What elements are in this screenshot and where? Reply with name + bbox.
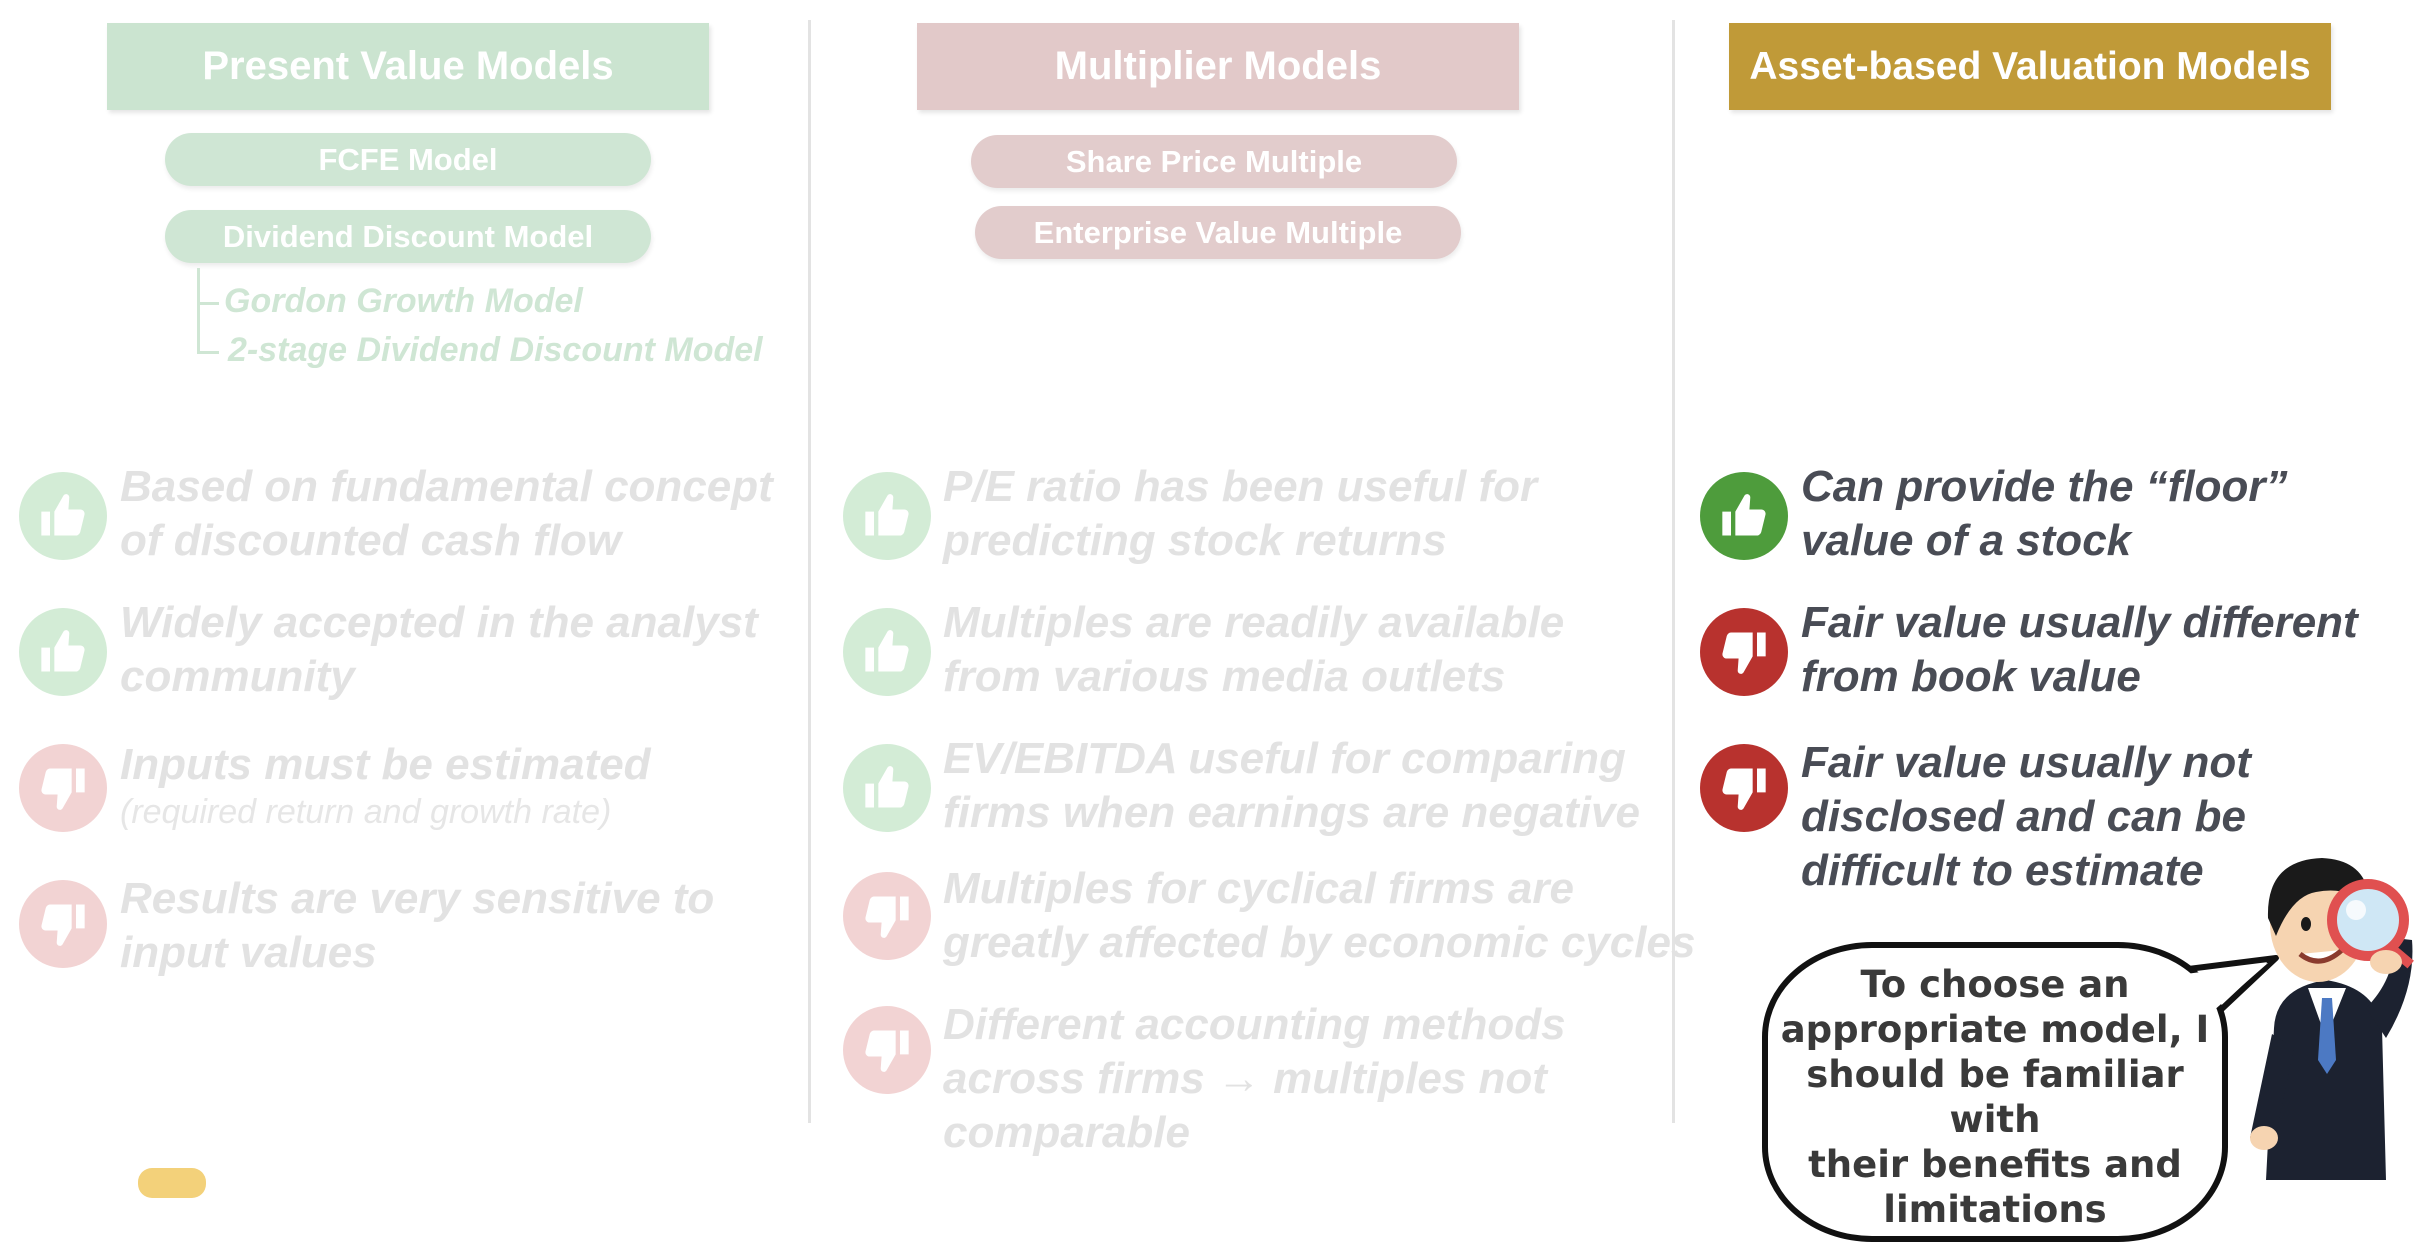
thumbs-down-icon <box>1700 608 1788 696</box>
asset-point-1-line-1: Can provide the “floor” <box>1801 462 2288 511</box>
mult-point-1-line-2: predicting stock returns <box>943 516 1447 565</box>
asset-point-2-line-2: from book value <box>1801 652 2141 701</box>
fcfe-model-pill[interactable]: FCFE Model <box>165 133 651 186</box>
speech-line-4: their benefits and <box>1808 1143 2182 1186</box>
thumbs-up-icon <box>843 608 931 696</box>
mult-point-3-line-2: firms when earnings are negative <box>943 788 1640 837</box>
asset-point-2-line-1: Fair value usually different <box>1801 598 2358 647</box>
speech-line-5: limitations <box>1883 1188 2107 1231</box>
mult-point-2-line-2: from various media outlets <box>943 652 1506 701</box>
pv-point-4: Results are very sensitive to input valu… <box>120 872 714 980</box>
mult-point-4-line-2: greatly affected by economic cycles <box>943 918 1696 967</box>
speech-bubble-text: To choose an appropriate model, I should… <box>1762 962 2228 1232</box>
mult-point-4: Multiples for cyclical firms are greatly… <box>943 862 1695 970</box>
pv-point-3: Inputs must be estimated (required retur… <box>120 738 651 832</box>
thumbs-down-icon <box>19 744 107 832</box>
mult-point-4-line-1: Multiples for cyclical firms are <box>943 864 1574 913</box>
asset-point-1: Can provide the “floor” value of a stock <box>1801 460 2287 568</box>
pv-point-3-note: (required return and growth rate) <box>120 793 612 831</box>
column-divider-right <box>1672 20 1675 1123</box>
mult-point-1-line-1: P/E ratio has been useful for <box>943 462 1538 511</box>
speech-line-3: should be familiar with <box>1806 1053 2184 1141</box>
present-value-models-header: Present Value Models <box>107 23 709 110</box>
mult-point-1: P/E ratio has been useful for predicting… <box>943 460 1537 568</box>
thumbs-down-icon <box>1700 744 1788 832</box>
pv-point-2: Widely accepted in the analyst community <box>120 596 758 704</box>
pv-point-4-line-2: input values <box>120 928 377 977</box>
tree-connector-vertical <box>197 268 200 354</box>
pv-point-2-line-1: Widely accepted in the analyst <box>120 598 758 647</box>
pv-point-3-line-1: Inputs must be estimated <box>120 740 651 789</box>
tree-connector-branch-1 <box>197 302 219 305</box>
mult-point-5: Different accounting methods across firm… <box>943 998 1566 1160</box>
mult-point-2: Multiples are readily available from var… <box>943 596 1564 704</box>
mult-point-3: EV/EBITDA useful for comparing firms whe… <box>943 732 1640 840</box>
thumbs-up-icon <box>843 744 931 832</box>
thumbs-up-icon <box>19 472 107 560</box>
asset-point-3-line-3: difficult to estimate <box>1801 846 2204 895</box>
businessman-magnifier-icon <box>2250 858 2414 1180</box>
asset-point-2: Fair value usually different from book v… <box>1801 596 2358 704</box>
share-price-multiple-pill[interactable]: Share Price Multiple <box>971 135 1457 188</box>
column-divider-left <box>808 20 811 1123</box>
pv-point-2-line-2: community <box>120 652 355 701</box>
pv-point-4-line-1: Results are very sensitive to <box>120 874 715 923</box>
thumbs-up-icon <box>843 472 931 560</box>
asset-point-3: Fair value usually not disclosed and can… <box>1801 736 2251 898</box>
enterprise-value-multiple-pill[interactable]: Enterprise Value Multiple <box>975 206 1461 259</box>
asset-point-1-line-2: value of a stock <box>1801 516 2132 565</box>
mult-point-2-line-1: Multiples are readily available <box>943 598 1565 647</box>
asset-point-3-line-2: disclosed and can be <box>1801 792 2247 841</box>
pv-point-1-line-2: of discounted cash flow <box>120 516 622 565</box>
thumbs-up-icon <box>19 608 107 696</box>
speech-bubble-tail-cover <box>2186 963 2268 1012</box>
tree-connector-branch-2 <box>197 351 219 354</box>
asset-based-models-header: Asset-based Valuation Models <box>1729 23 2331 110</box>
speech-line-2: appropriate model, I <box>1780 1008 2210 1051</box>
multiplier-models-header: Multiplier Models <box>917 23 1519 110</box>
thumbs-down-icon <box>19 880 107 968</box>
pv-point-1: Based on fundamental concept of discount… <box>120 460 773 568</box>
pv-point-1-line-1: Based on fundamental concept <box>120 462 773 511</box>
gordon-growth-model-label: Gordon Growth Model <box>224 282 583 320</box>
thumbs-down-icon <box>843 872 931 960</box>
mult-point-5-line-3: comparable <box>943 1108 1190 1157</box>
mult-point-3-line-1: EV/EBITDA useful for comparing <box>943 734 1626 783</box>
asset-point-3-line-1: Fair value usually not <box>1801 738 2251 787</box>
thumbs-down-icon <box>843 1006 931 1094</box>
two-stage-ddm-label: 2-stage Dividend Discount Model <box>228 331 763 369</box>
speech-line-1: To choose an <box>1860 963 2130 1006</box>
sticky-note-icon <box>138 1168 206 1198</box>
mult-point-5-line-1: Different accounting methods <box>943 1000 1566 1049</box>
dividend-discount-model-pill[interactable]: Dividend Discount Model <box>165 210 651 263</box>
thumbs-up-icon <box>1700 472 1788 560</box>
mult-point-5-line-2: across firms → multiples not <box>943 1054 1547 1103</box>
